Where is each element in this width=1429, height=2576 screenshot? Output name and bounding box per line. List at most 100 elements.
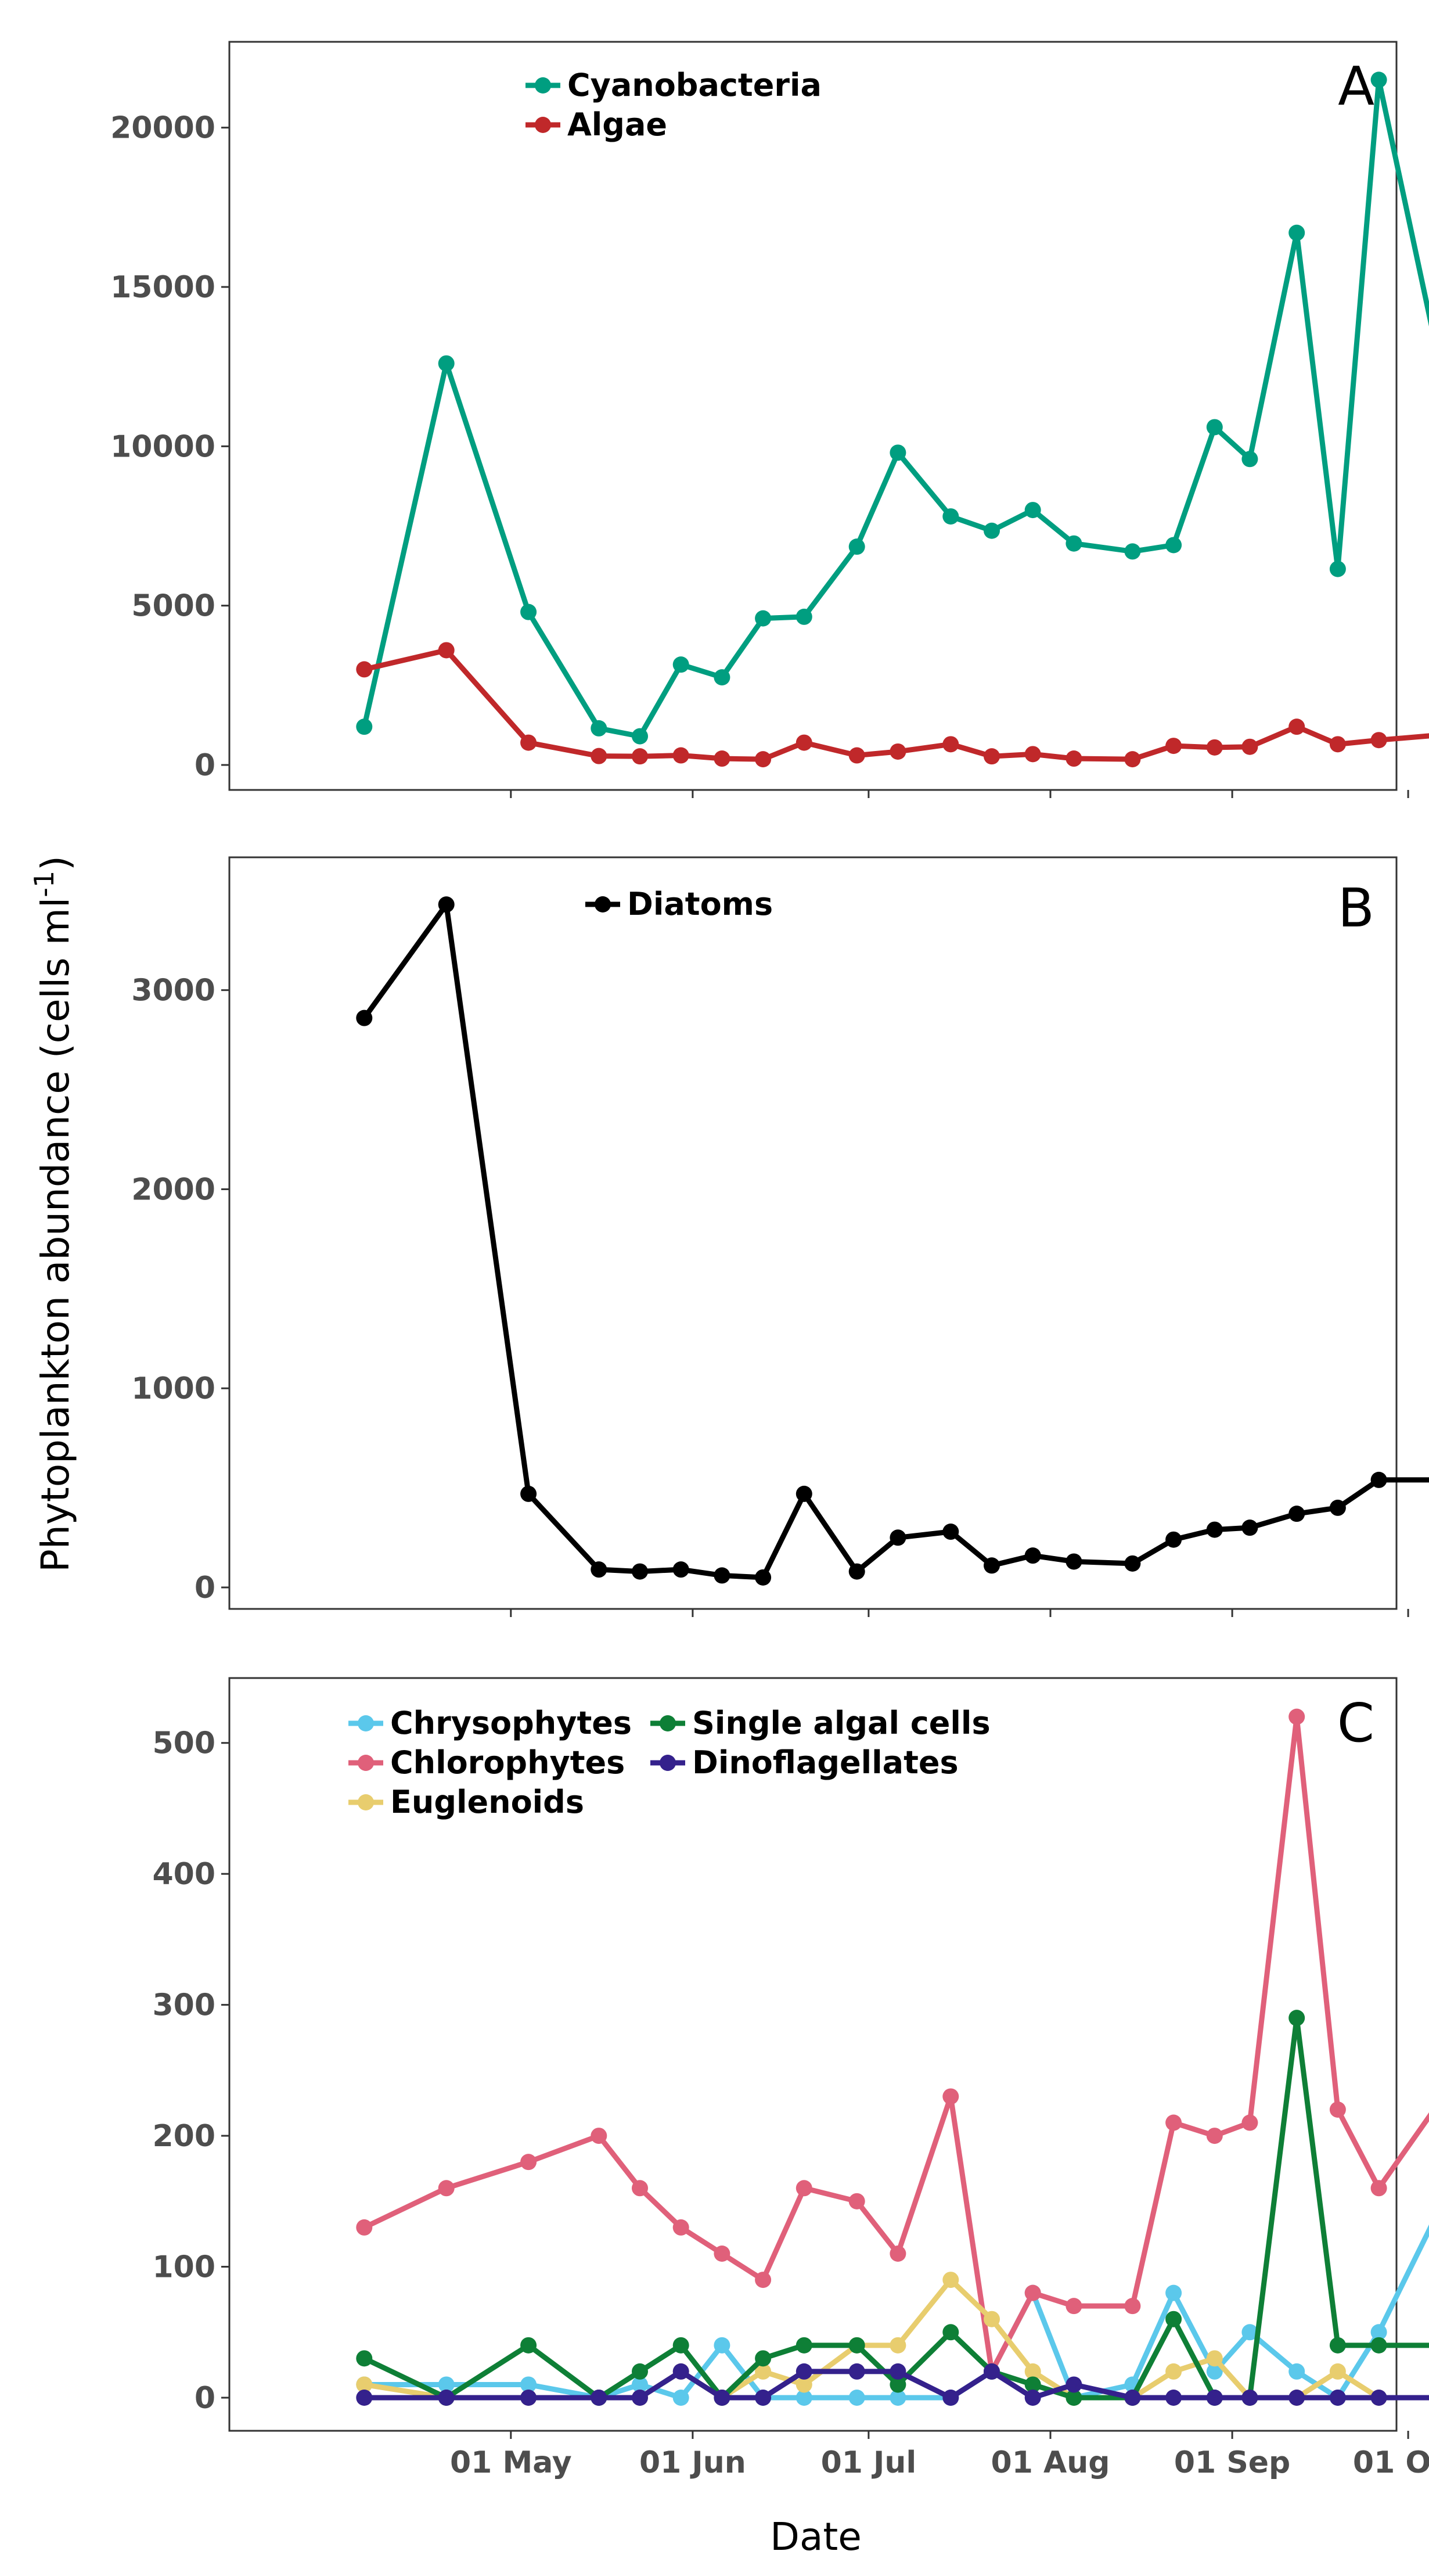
data-point [1066, 2298, 1082, 2315]
legend-entry: Single algal cells [692, 1705, 991, 1741]
data-point [796, 1485, 812, 1502]
data-point [1206, 419, 1223, 436]
data-point [1329, 561, 1346, 577]
data-point [520, 603, 537, 620]
data-point [672, 1561, 689, 1578]
data-point [890, 2337, 906, 2354]
data-point [796, 2363, 812, 2380]
y-tick-label: 400 [152, 1857, 215, 1892]
data-point [796, 2337, 812, 2354]
data-point [632, 1563, 648, 1580]
data-point [714, 750, 730, 767]
data-point [755, 2350, 772, 2367]
data-point [1241, 1519, 1258, 1536]
data-point [672, 2337, 689, 2354]
data-point [591, 2128, 607, 2144]
data-point [632, 2376, 648, 2393]
data-point [1124, 1555, 1141, 1572]
data-point [942, 2088, 959, 2105]
data-point [755, 2363, 772, 2380]
y-tick-label: 300 [152, 1988, 215, 2023]
data-point [1066, 750, 1082, 767]
data-point [520, 2154, 537, 2171]
data-point [1206, 2390, 1223, 2406]
panel-frame [228, 856, 1398, 1610]
legend-entry: Algae [567, 106, 667, 143]
data-point [1165, 2311, 1182, 2327]
data-point [1288, 2010, 1305, 2027]
data-point [672, 747, 689, 764]
data-point [1370, 2337, 1387, 2354]
data-point [848, 2363, 865, 2380]
legend-key-point [535, 117, 551, 133]
data-point [1066, 535, 1082, 552]
data-point [672, 656, 689, 673]
data-point [755, 1569, 772, 1586]
data-point [1329, 736, 1346, 753]
legend-entry: Cyanobacteria [567, 67, 822, 103]
x-tick-label: 01 Sep [1174, 2445, 1290, 2480]
data-point [356, 718, 373, 735]
data-point [1370, 2180, 1387, 2197]
data-point [796, 608, 812, 625]
data-point [356, 661, 373, 678]
data-point [755, 2272, 772, 2288]
data-point [1165, 537, 1182, 554]
data-point [714, 1567, 730, 1584]
data-point [591, 748, 607, 764]
data-point [796, 2376, 812, 2393]
data-point [1024, 1547, 1041, 1564]
panel-letter: B [1338, 877, 1374, 939]
data-point [672, 2219, 689, 2236]
data-point [1066, 2376, 1082, 2393]
data-point [755, 610, 772, 627]
data-point [520, 2376, 537, 2393]
data-point [714, 2337, 730, 2354]
data-point [942, 2390, 959, 2406]
data-point [942, 2272, 959, 2288]
series-line-diatoms [361, 901, 1429, 1580]
data-point [890, 2390, 906, 2406]
legend-key-point [358, 1755, 374, 1771]
y-tick-label: 10000 [110, 429, 215, 464]
data-point [1165, 2363, 1182, 2380]
data-point [755, 2390, 772, 2406]
data-point [848, 1563, 865, 1580]
panel-letter: A [1338, 55, 1374, 117]
data-point [890, 2363, 906, 2380]
data-point [1329, 2101, 1346, 2118]
data-point [1124, 543, 1141, 560]
data-point [672, 2363, 689, 2380]
legend-entry: Euglenoids [390, 1784, 584, 1820]
y-tick-label: 1000 [131, 1371, 215, 1406]
legend-key-point [660, 1715, 676, 1731]
data-point [632, 2363, 648, 2380]
data-point [984, 2311, 1000, 2327]
data-point [1288, 1506, 1305, 1522]
legend-entry: Chlorophytes [390, 1744, 625, 1781]
data-point [1024, 746, 1041, 763]
data-point [356, 2390, 373, 2406]
panel-frame [228, 41, 1398, 791]
data-point [438, 642, 455, 659]
y-tick-label: 0 [195, 748, 215, 783]
legend-entry: Chrysophytes [390, 1705, 632, 1741]
data-point [438, 896, 455, 913]
data-point [1165, 738, 1182, 755]
legend-key-point [660, 1755, 676, 1771]
data-point [890, 2246, 906, 2262]
panel-b: 0 1000 2000 3000 B Diatoms [131, 856, 1429, 1617]
data-point [890, 743, 906, 760]
y-tick-label: 0 [195, 2381, 215, 2416]
data-point [714, 669, 730, 686]
data-point [848, 2390, 865, 2406]
y-tick-label: 2000 [131, 1172, 215, 1207]
data-point [984, 522, 1000, 539]
data-point [1288, 1708, 1305, 1725]
data-point [1024, 2376, 1041, 2393]
data-point [1288, 718, 1305, 735]
y-tick-label: 20000 [110, 111, 215, 146]
y-tick-label: 5000 [131, 589, 215, 624]
